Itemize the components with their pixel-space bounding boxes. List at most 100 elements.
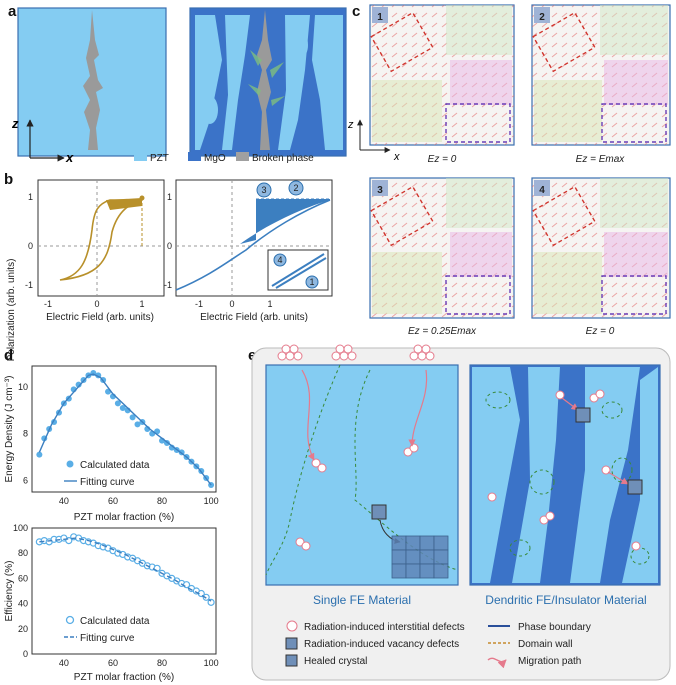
d-top-yticks: 6 8 10 (18, 382, 28, 485)
b-right-energy-area (240, 199, 330, 244)
d-top-legend-marker (66, 460, 74, 468)
panel-b: b Polarization (arb. units) -1 0 1 1 0 -… (4, 171, 333, 361)
data-point (119, 405, 126, 411)
c-axis-x-label: x (393, 151, 400, 163)
b-left-xtick-2: 1 (139, 299, 144, 309)
c-caption-1: Ez = 0 (428, 154, 457, 165)
b-left-energy-area (106, 198, 142, 210)
x-tick-label: 100 (204, 658, 219, 668)
b-left-xtick-1: 0 (94, 299, 99, 309)
e-legend-interstitial: Radiation-induced interstitial defects (304, 622, 465, 633)
data-point (36, 451, 43, 458)
legend-pzt: PZT (150, 153, 169, 164)
y-tick-label: 20 (18, 624, 28, 634)
broken-leaves (248, 50, 285, 106)
e-legend-healed: Healed crystal (304, 656, 367, 667)
e-legend-vacancy: Radiation-induced vacancy defects (304, 639, 459, 650)
e-dendritic-path-2 (607, 471, 629, 485)
e-right-title: Dendritic FE/Insulator Material (485, 593, 646, 607)
c-caption-3: Ez = 0.25Emax (408, 326, 477, 337)
y-tick-label: 6 (23, 475, 28, 485)
c-frame-2-number: 2 (539, 12, 545, 23)
data-point (134, 421, 141, 428)
b-marker-2 (288, 180, 304, 196)
d-bottom-points (35, 533, 215, 606)
e-surface-defects (277, 344, 435, 551)
b-right-xtick-2: 1 (267, 299, 272, 309)
y-tick-label: 8 (23, 429, 28, 439)
e-legend-migration: Migration path (518, 656, 581, 667)
legend-mgo: MgO (204, 153, 226, 164)
d-top-frame (31, 365, 217, 493)
e-domain-wall-2 (354, 369, 459, 571)
d-bottom-frame (31, 527, 217, 655)
b-marker-4-label: 4 (277, 255, 282, 265)
y-tick-label: 0 (23, 649, 28, 659)
c-axis-z-label: z (347, 119, 354, 131)
d-top-legend-data: Calculated data (80, 460, 150, 471)
e-dendritic-path-1 (561, 397, 579, 411)
b-inset-line-b (275, 257, 327, 289)
e-dendritic-healed-1 (575, 407, 591, 423)
y-tick-label: 10 (18, 382, 28, 392)
panel-c: c 1 2 z x Ez = 0 Ez = Emax (347, 3, 671, 337)
x-tick-label: 100 (204, 496, 219, 506)
e-legend-migration-icon (487, 657, 507, 669)
b-right-ytick-0: 1 (167, 192, 172, 202)
c-caption-4: Ez = 0 (586, 326, 615, 337)
b-right-xlabel: Electric Field (arb. units) (200, 312, 308, 323)
d-bottom-legend-fit: Fitting curve (80, 633, 135, 644)
c-frame-1 (369, 4, 515, 146)
c-frame-4-number: 4 (539, 185, 545, 196)
e-dendritic-healed-2 (627, 479, 643, 495)
x-tick-label: 60 (108, 658, 118, 668)
b-marker-4 (273, 253, 287, 267)
e-migration-path-2 (408, 369, 428, 447)
b-left-hysteresis-loop (59, 199, 143, 281)
e-legend-interstitial-icon (286, 620, 298, 632)
b-right-curve-lower (175, 199, 331, 291)
y-tick-label: 60 (18, 573, 28, 583)
x-tick-label: 40 (59, 496, 69, 506)
y-tick-label: 40 (18, 599, 28, 609)
d-bottom-yticks: 0 20 40 60 80 100 (13, 523, 28, 659)
b-ytick-0: 1 (28, 192, 33, 202)
c-frame-3 (369, 177, 515, 319)
panel-a-label: a (8, 3, 17, 20)
c-frame-3-number: 3 (377, 185, 383, 196)
legend-mgo-swatch (188, 152, 201, 161)
axis-x-label: x (65, 150, 74, 165)
e-healed-lattice (391, 535, 449, 579)
x-tick-label: 80 (157, 658, 167, 668)
d-bottom-legend-data: Calculated data (80, 616, 150, 627)
d-top-xticks: 40 60 80 100 (59, 496, 219, 506)
b-ytick-2: -1 (25, 280, 33, 290)
broken-phase-crack (83, 10, 103, 150)
b-left-xlabel: Electric Field (arb. units) (46, 312, 154, 323)
data-point (129, 414, 136, 421)
panel-e: e Single FE Material (248, 344, 671, 681)
b-marker-3-label: 3 (261, 185, 266, 195)
c-frame-1-number: 1 (377, 12, 383, 23)
e-vacancy-cube (371, 504, 387, 520)
e-domain-wall-1 (265, 364, 341, 576)
b-marker-1-label: 1 (309, 277, 314, 287)
e-legend-phase: Phase boundary (518, 622, 591, 633)
panel-c-label: c (352, 3, 360, 20)
b-right-ytick-2: -1 (164, 280, 172, 290)
e-dendritic-defects (487, 389, 641, 551)
panel-d: d 40 60 80 100 6 8 10 Energy Density (J cm⁻³)… (4, 347, 219, 683)
x-tick-label: 60 (108, 496, 118, 506)
panel-d-label: d (4, 347, 13, 364)
e-migration-path-1 (301, 369, 315, 461)
panel-a: a z x PZT MgO Broken phase (8, 3, 347, 165)
b-right-plot-frame (175, 179, 333, 297)
d-bottom-xticks: 40 60 80 100 (59, 658, 219, 668)
e-legend-domain: Domain wall (518, 639, 572, 650)
axis-z-label: z (11, 116, 19, 131)
b-left-emax-point (139, 195, 145, 201)
d-bottom-ylabel: Efficiency (%) (4, 561, 15, 622)
e-legend-healed-icon (285, 654, 298, 667)
x-tick-label: 40 (59, 658, 69, 668)
